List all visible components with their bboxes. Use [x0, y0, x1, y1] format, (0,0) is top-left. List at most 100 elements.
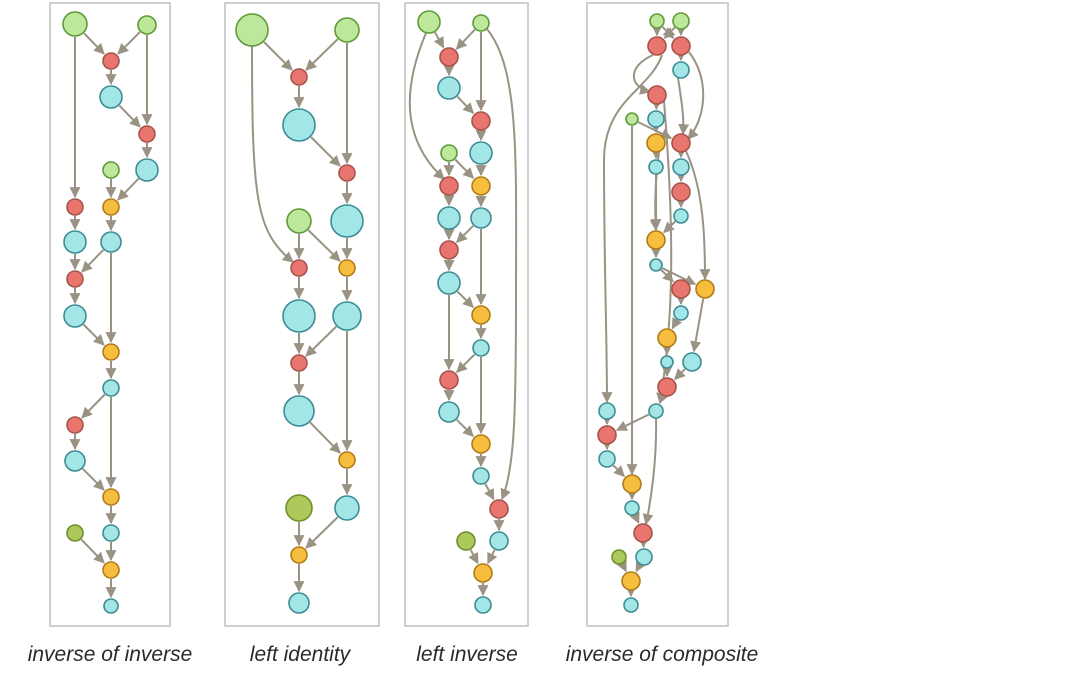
node-p2-a-green — [235, 13, 269, 47]
node-p2-p-olive — [285, 494, 313, 522]
node-p4-s-orange — [695, 279, 715, 299]
node-p3-e-red — [471, 111, 491, 131]
edge-p4-d-j — [687, 51, 705, 140]
node-p1-u-cyan — [102, 524, 120, 542]
node-p4-q-red — [671, 279, 691, 299]
edge-p3-t-u — [484, 483, 495, 501]
node-p4-aj-cyan — [623, 597, 639, 613]
node-p4-ai-orange — [621, 571, 641, 591]
node-p1-s-cyan — [64, 450, 86, 472]
node-p3-k-cyan — [470, 207, 492, 229]
edge-p2-g-i — [307, 229, 341, 262]
node-p2-l-red — [290, 354, 308, 372]
node-p4-b-green — [672, 12, 690, 30]
node-p1-n-cyan — [63, 304, 87, 328]
edge-p4-e-j — [677, 77, 690, 136]
edge-p3-a-h — [408, 32, 445, 180]
node-p2-n-orange — [338, 451, 356, 469]
node-p1-q-red — [66, 416, 84, 434]
node-p1-t-orange — [102, 488, 120, 506]
edge-p1-n-o — [82, 323, 105, 346]
caption-inverse-of-composite: inverse of composite — [565, 643, 759, 666]
edge-p2-a-c — [263, 41, 293, 71]
node-p4-ab-red — [597, 425, 617, 445]
edge-p4-t-u — [671, 317, 683, 330]
edge-p2-b-c — [305, 38, 339, 71]
node-p3-f-cyan — [469, 141, 493, 165]
node-p1-w-orange — [102, 561, 120, 579]
node-p1-x-cyan — [103, 598, 119, 614]
node-p2-j-cyan — [282, 299, 316, 333]
node-p2-f-cyan — [330, 204, 364, 238]
node-p3-t-cyan — [472, 467, 490, 485]
node-p4-n-cyan — [673, 208, 689, 224]
edge-p3-b-c — [455, 28, 476, 50]
node-p3-u-red — [489, 499, 509, 519]
node-p3-p-red — [439, 370, 459, 390]
node-p2-h-red — [290, 259, 308, 277]
node-p4-o-orange — [646, 230, 666, 250]
node-p3-c-red — [439, 47, 459, 67]
node-p3-b-green — [472, 14, 490, 32]
node-p3-l-red — [439, 240, 459, 260]
edge-p1-s-t — [82, 468, 105, 491]
edge-p2-m-n — [309, 421, 341, 454]
edge-p1-l-m — [81, 249, 105, 273]
node-p2-o-cyan — [334, 495, 360, 521]
edge-p3-g-i — [454, 158, 475, 179]
node-p2-k-cyan — [332, 301, 362, 331]
edge-p1-f-j — [117, 177, 140, 201]
node-p4-w-cyan — [682, 352, 702, 372]
node-p4-p-cyan — [649, 258, 663, 272]
edge-p4-c-z — [601, 54, 663, 404]
edge-p3-b-u — [486, 28, 518, 501]
node-p4-ac-cyan — [598, 450, 616, 468]
node-p1-d-cyan — [99, 85, 123, 109]
node-p1-b-green — [137, 15, 157, 35]
edge-p3-q-s — [456, 419, 474, 437]
node-p2-q-orange — [290, 546, 308, 564]
edge-p4-aa-af — [642, 417, 658, 526]
node-p1-f-cyan — [135, 158, 159, 182]
edge-p4-f-aa — [656, 100, 673, 405]
node-p3-o-cyan — [472, 339, 490, 357]
caption-left-identity: left identity — [249, 643, 351, 666]
edge-p3-m-n — [456, 290, 474, 308]
node-p2-e-red — [338, 164, 356, 182]
node-p3-g-green — [440, 144, 458, 162]
edge-p1-d-e — [118, 104, 141, 128]
edge-p3-o-p — [456, 353, 476, 373]
caption-inverse-of-inverse: inverse of inverse — [27, 643, 193, 666]
node-p3-z-cyan — [474, 596, 492, 614]
node-p4-k-cyan — [648, 159, 664, 175]
edge-p4-j-s — [685, 150, 711, 281]
node-p3-d-cyan — [437, 76, 461, 100]
node-p2-m-cyan — [283, 395, 315, 427]
node-p4-i-orange — [646, 133, 666, 153]
node-p1-p-cyan — [102, 379, 120, 397]
node-p4-m-red — [671, 182, 691, 202]
edge-p3-w-x — [468, 549, 479, 565]
edge-p4-s-w — [690, 298, 705, 353]
node-p1-o-orange — [102, 343, 120, 361]
caption-left-inverse: left inverse — [416, 643, 518, 666]
node-p2-b-green — [334, 17, 360, 43]
node-p4-ad-orange — [622, 474, 642, 494]
node-p1-c-red — [102, 52, 120, 70]
node-p3-q-cyan — [438, 401, 460, 423]
node-p3-n-orange — [471, 305, 491, 325]
node-p3-m-cyan — [437, 271, 461, 295]
node-p4-aa-cyan — [648, 403, 664, 419]
node-p4-j-red — [671, 133, 691, 153]
node-p4-ag-cyan — [635, 548, 653, 566]
edge-p1-a-c — [83, 32, 105, 55]
node-p4-t-cyan — [673, 305, 689, 321]
node-p4-c-red — [647, 36, 667, 56]
edge-p2-d-e — [310, 136, 341, 167]
node-p2-c-red — [290, 68, 308, 86]
edge-p3-a-c — [433, 31, 445, 49]
edge-p4-a-d — [661, 26, 675, 39]
edge-p4-ac-ad — [612, 464, 625, 477]
node-p1-a-green — [62, 11, 88, 37]
